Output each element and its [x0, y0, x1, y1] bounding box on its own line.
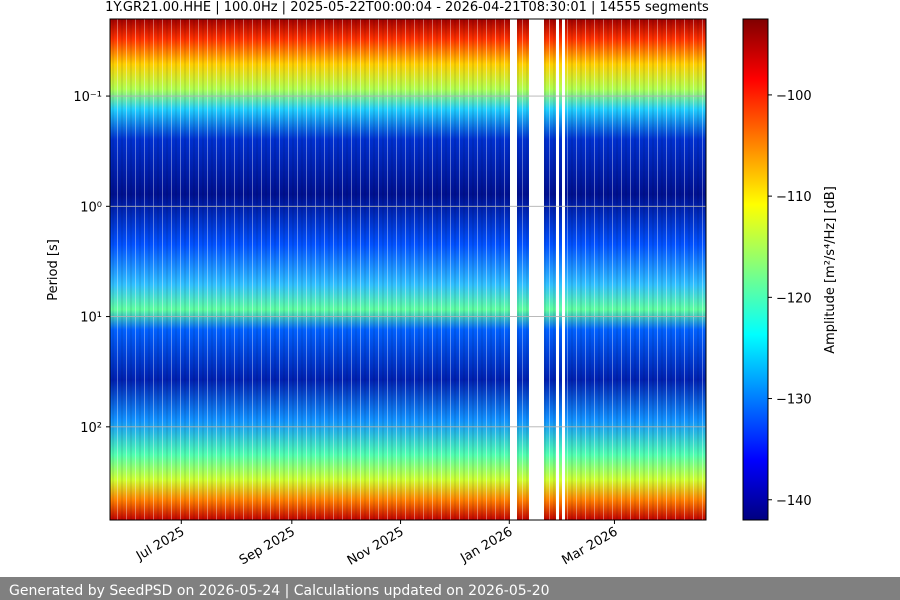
x-tick-label: Mar 2026	[559, 524, 620, 568]
colorbar-label: Amplitude [m²/s⁴/Hz] [dB]	[823, 186, 838, 354]
chart-title: 1Y.GR21.00.HHE | 100.0Hz | 2025-05-22T00…	[105, 0, 709, 15]
y-tick-label: 10⁰	[80, 200, 102, 215]
data-gap	[510, 19, 517, 520]
y-axis-label: Period [s]	[46, 239, 61, 301]
colorbar-tick-label: −140	[776, 494, 812, 509]
data-gap	[556, 19, 559, 520]
colorbar-tick-label: −110	[776, 190, 812, 205]
y-tick-label: 10²	[80, 421, 102, 436]
colorbar-tick-label: −100	[776, 89, 812, 104]
data-gap	[562, 19, 565, 520]
data-gap	[529, 19, 544, 520]
colorbar-tick-label: −120	[776, 291, 812, 306]
plot-frame	[109, 18, 707, 521]
y-tick-label: 10¹	[80, 311, 102, 326]
footer-text: Generated by SeedPSD on 2026-05-24 | Cal…	[9, 583, 550, 599]
x-tick-label: Jul 2025	[133, 524, 187, 564]
x-tick-label: Nov 2025	[345, 524, 407, 568]
x-tick-label: Sep 2025	[237, 524, 298, 568]
colorbar	[742, 18, 769, 521]
x-tick-label: Jan 2026	[457, 524, 515, 566]
footer-bar	[0, 577, 900, 600]
colorbar-tick-label: −130	[776, 393, 812, 408]
spectrogram-texture	[110, 19, 706, 520]
y-tick-label: 10⁻¹	[73, 90, 102, 105]
